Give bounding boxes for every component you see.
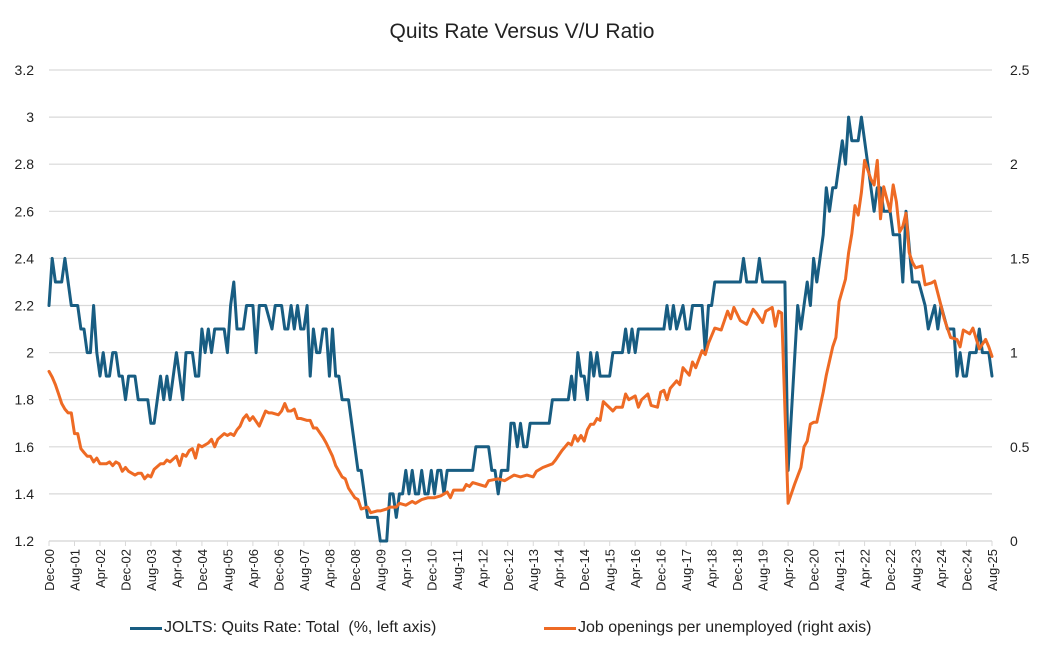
gridlines xyxy=(49,69,992,542)
legend-item-quits: JOLTS: Quits Rate: Total (%, left axis) xyxy=(130,619,436,637)
left-axis-tick-label: 3.2 xyxy=(15,62,35,78)
x-axis-tick-label: Aug-25 xyxy=(985,549,1000,591)
chart-title: Quits Rate Versus V/U Ratio xyxy=(390,20,655,43)
left-axis-tick-label: 2.4 xyxy=(15,250,35,266)
x-axis-tick-label: Dec-00 xyxy=(42,549,57,591)
vu-ratio-line xyxy=(47,158,994,515)
left-axis-tick-label: 1.2 xyxy=(15,533,35,549)
right-axis-tick-label: 2.5 xyxy=(1010,62,1030,78)
x-axis-tick-label: Aug-03 xyxy=(144,549,159,591)
left-axis: 1.2 1.4 1.6 1.8 2 2.2 2.4 2.6 2.8 3 3.2 xyxy=(15,62,35,549)
x-axis-tick-label: Aug-23 xyxy=(909,549,924,591)
left-axis-tick-label: 2.6 xyxy=(15,203,35,219)
x-axis-tick-label: Aug-09 xyxy=(373,549,388,591)
x-axis: Dec-00 Aug-01 Apr-02 Dec-02 Aug-03 Apr-04 Dec-… xyxy=(42,540,1000,591)
x-axis-tick-label: Apr-18 xyxy=(705,549,720,588)
right-axis: 0 0.5 1 1.5 2 2.5 xyxy=(1010,62,1030,549)
x-axis-tick-label: Apr-22 xyxy=(858,549,873,588)
x-axis-tick-label: Apr-16 xyxy=(628,549,643,588)
left-axis-tick-label: 2.8 xyxy=(15,156,35,172)
x-axis-tick-label: Apr-06 xyxy=(246,549,261,588)
series-lines xyxy=(47,115,994,543)
x-axis-tick-label: Dec-04 xyxy=(195,549,210,591)
x-axis-tick-label: Dec-06 xyxy=(271,549,286,591)
left-axis-tick-label: 2.2 xyxy=(15,298,35,314)
x-axis-tick-label: Dec-18 xyxy=(730,549,745,591)
x-axis-tick-label: Dec-20 xyxy=(807,549,822,591)
legend-label-quits: JOLTS: Quits Rate: Total (%, left axis) xyxy=(164,619,437,636)
x-axis-tick-label: Dec-02 xyxy=(118,549,133,591)
legend-label-vu: Job openings per unemployed (right axis) xyxy=(578,619,872,636)
right-axis-tick-label: 1.5 xyxy=(1010,250,1030,266)
right-axis-tick-label: 0.5 xyxy=(1010,439,1030,455)
left-axis-tick-label: 2 xyxy=(26,345,34,361)
right-axis-tick-label: 0 xyxy=(1010,533,1018,549)
left-axis-tick-label: 1.6 xyxy=(15,439,35,455)
x-axis-tick-label: Apr-24 xyxy=(934,549,949,588)
right-axis-tick-label: 2 xyxy=(1010,156,1018,172)
x-axis-tick-label: Apr-02 xyxy=(93,549,108,588)
x-axis-tick-label: Dec-24 xyxy=(960,549,975,591)
x-axis-tick-label: Apr-08 xyxy=(322,549,337,588)
x-axis-tick-label: Aug-13 xyxy=(526,549,541,591)
x-axis-tick-label: Dec-16 xyxy=(654,549,669,591)
legend: JOLTS: Quits Rate: Total (%, left axis) … xyxy=(0,619,1044,643)
x-axis-tick-label: Aug-11 xyxy=(450,549,465,590)
x-axis-tick-label: Apr-20 xyxy=(781,549,796,588)
x-axis-tick-label: Aug-21 xyxy=(832,549,847,591)
left-axis-tick-label: 3 xyxy=(26,109,34,125)
left-axis-tick-label: 1.4 xyxy=(15,486,35,502)
x-axis-tick-label: Apr-14 xyxy=(552,549,567,588)
x-axis-tick-label: Apr-12 xyxy=(475,549,490,588)
x-axis-tick-label: Dec-12 xyxy=(501,549,516,591)
right-axis-tick-label: 1 xyxy=(1010,345,1018,361)
x-axis-tick-label: Aug-19 xyxy=(756,549,771,591)
x-axis-tick-label: Aug-07 xyxy=(297,549,312,591)
x-axis-tick-label: Dec-22 xyxy=(883,549,898,591)
legend-swatch-quits xyxy=(130,626,162,630)
x-axis-tick-label: Aug-05 xyxy=(220,549,235,591)
x-axis-tick-label: Dec-08 xyxy=(348,549,363,591)
x-axis-tick-label: Aug-17 xyxy=(679,549,694,591)
legend-swatch-vu xyxy=(544,626,576,630)
x-axis-tick-label: Dec-14 xyxy=(577,549,592,591)
x-axis-tick-label: Aug-15 xyxy=(603,549,618,591)
left-axis-tick-label: 1.8 xyxy=(15,392,35,408)
x-axis-tick-label: Apr-10 xyxy=(399,549,414,588)
x-axis-tick-label: Aug-01 xyxy=(67,549,82,591)
x-axis-tick-label: Dec-10 xyxy=(424,549,439,591)
x-axis-tick-label: Apr-04 xyxy=(169,549,184,588)
legend-item-vu: Job openings per unemployed (right axis) xyxy=(544,619,872,637)
quits-rate-line xyxy=(47,115,994,543)
